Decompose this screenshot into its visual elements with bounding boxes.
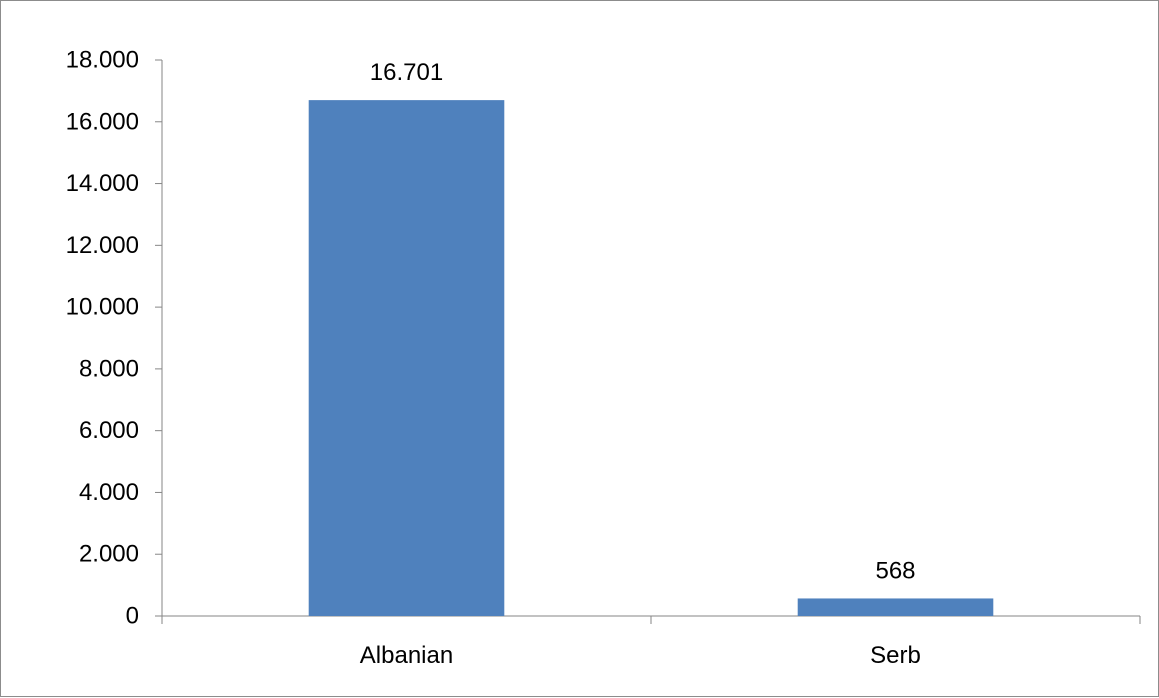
y-tick-label: 4.000 (79, 479, 139, 506)
y-tick-label: 6.000 (79, 417, 139, 444)
y-axis: 0 2.000 4.000 6.000 8.000 10.000 12.000 14.000 1… (66, 47, 163, 630)
y-tick-label: 16.000 (66, 108, 139, 135)
bars (308, 100, 994, 617)
data-label-albanian: 16.701 (370, 59, 443, 86)
y-tick-label: 2.000 (79, 541, 139, 568)
bar-serb (797, 598, 994, 616)
y-tick-label: 0 (126, 603, 139, 630)
x-axis (161, 615, 1141, 624)
data-label-serb: 568 (875, 557, 915, 584)
y-tick-label: 18.000 (66, 47, 139, 74)
category-label: Serb (870, 642, 921, 669)
y-tick-label: 14.000 (66, 170, 139, 197)
category-labels: Albanian Serb (360, 642, 921, 669)
y-tick-label: 10.000 (66, 294, 139, 321)
y-tick-label: 8.000 (79, 355, 139, 382)
data-labels: 16.701 568 (370, 59, 916, 584)
category-label: Albanian (360, 642, 453, 669)
y-tick-label: 12.000 (66, 232, 139, 259)
bar-albanian (308, 100, 505, 617)
